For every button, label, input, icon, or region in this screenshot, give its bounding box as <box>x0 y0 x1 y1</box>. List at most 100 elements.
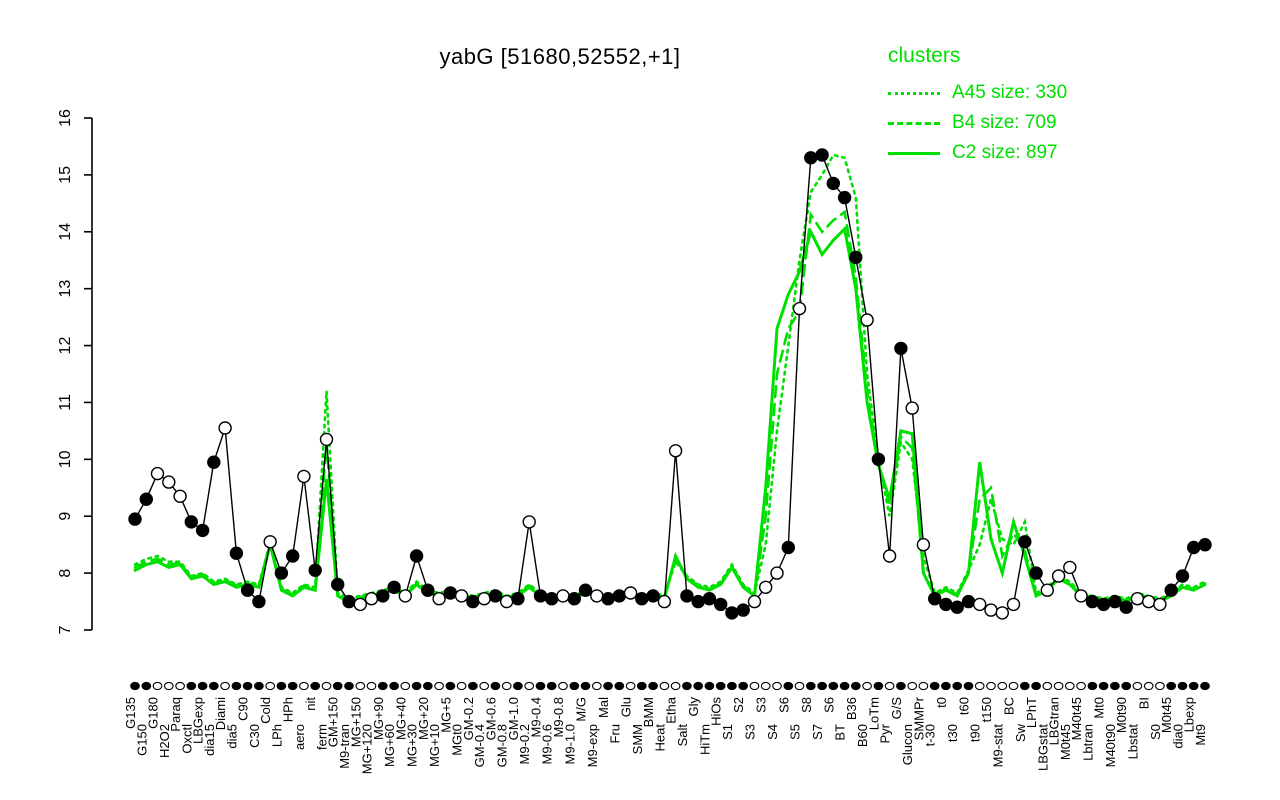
condition-glyph <box>738 681 749 691</box>
data-point <box>1141 594 1156 609</box>
x-tick-label: BI <box>1137 697 1152 709</box>
condition-glyph <box>186 681 197 691</box>
condition-glyph <box>276 681 287 691</box>
x-tick-label: S4 <box>765 724 780 740</box>
condition-glyph <box>208 681 219 691</box>
x-tick-label: B36 <box>844 697 859 720</box>
data-point <box>961 594 976 609</box>
x-tick-label: Pyr <box>878 723 893 743</box>
x-tick-label: M0t45 <box>1058 724 1073 760</box>
condition-glyph <box>287 681 298 691</box>
dotted-line-sample <box>888 91 940 95</box>
x-tick-label: dia0 <box>1171 724 1186 749</box>
series-line-gene <box>134 154 1206 614</box>
x-tick-label: S5 <box>788 724 803 740</box>
data-point <box>601 592 615 606</box>
data-point <box>263 535 277 549</box>
x-tick-label: t-30 <box>923 724 938 746</box>
x-tick-label: M9-0.6 <box>540 724 555 764</box>
data-point <box>432 592 446 606</box>
legend-title: clusters <box>888 44 961 67</box>
x-tick-label: LPh <box>269 724 284 747</box>
condition-glyph <box>377 681 388 691</box>
x-tick-label: C30 <box>247 724 262 748</box>
x-tick-label: BMM <box>641 697 656 727</box>
data-point <box>342 594 356 609</box>
condition-glyph <box>163 681 174 691</box>
x-tick-label: SMM <box>630 724 645 754</box>
condition-glyph <box>1053 681 1064 691</box>
data-point <box>1040 583 1055 597</box>
x-tick-label: M/G <box>574 697 589 722</box>
condition-glyph <box>682 681 692 691</box>
data-point <box>398 589 412 603</box>
condition-glyph <box>501 681 512 691</box>
data-point <box>286 549 300 563</box>
x-tick-label: GM-1.0 <box>506 697 521 740</box>
x-tick-label: S8 <box>799 697 814 713</box>
x-tick-label: MG+40 <box>393 697 408 740</box>
x-tick-label: Mt0 <box>1092 697 1107 719</box>
y-tick-label: 14 <box>57 223 74 241</box>
x-tick-label: LBGexp <box>191 697 206 744</box>
data-point <box>871 452 886 466</box>
data-point <box>702 592 717 606</box>
condition-glyph <box>997 681 1008 691</box>
data-point <box>319 432 334 447</box>
x-tick-label: t60 <box>957 697 972 715</box>
data-point <box>849 250 863 265</box>
condition-glyph <box>434 681 444 691</box>
data-point <box>928 592 942 606</box>
condition-glyph <box>783 681 794 691</box>
condition-glyph <box>254 681 264 691</box>
x-tick-label: GM-0.2 <box>461 697 476 740</box>
x-tick-label: S0 <box>1148 724 1163 740</box>
x-tick-label: MG+120 <box>360 724 375 774</box>
data-point <box>1164 583 1178 597</box>
data-point <box>1108 594 1122 609</box>
data-point <box>612 589 626 603</box>
condition-glyph <box>546 681 557 691</box>
data-point <box>804 151 818 165</box>
data-point <box>815 148 829 162</box>
x-tick-label: HiTm <box>697 724 712 755</box>
data-point <box>1130 592 1145 606</box>
data-point <box>939 597 953 612</box>
data-point <box>680 589 694 603</box>
data-point <box>376 589 390 603</box>
x-tick-label: M0t45 <box>1159 697 1174 733</box>
y-tick-label: 10 <box>57 450 74 468</box>
condition-glyph <box>636 681 647 691</box>
condition-glyph <box>670 681 681 691</box>
chart-title: yabG [51680,52552,+1] <box>439 44 681 69</box>
x-tick-label: nit <box>303 697 318 711</box>
x-tick-label: M0t90 <box>1114 697 1129 733</box>
condition-glyph <box>422 681 433 691</box>
x-tick-label: M9-1.0 <box>562 724 577 764</box>
condition-glyph <box>1110 681 1120 691</box>
data-point <box>364 592 379 606</box>
condition-glyph <box>175 681 185 691</box>
x-tick-label: ferm <box>315 724 330 750</box>
condition-glyph <box>907 681 918 691</box>
data-point <box>252 594 266 609</box>
condition-glyph <box>614 681 625 691</box>
data-point <box>162 475 176 489</box>
condition-glyph <box>242 681 253 691</box>
condition-glyph <box>963 681 974 691</box>
legend-entry-b4: B4 size: 709 <box>888 108 1067 138</box>
data-point <box>578 583 593 597</box>
data-point <box>184 515 199 529</box>
data-point <box>1063 560 1077 575</box>
x-tick-label: S2 <box>731 697 746 713</box>
x-tick-label: GM-0.6 <box>483 697 498 740</box>
condition-glyph <box>1087 681 1098 691</box>
x-tick-label: MG+20 <box>416 697 431 740</box>
condition-glyph <box>1019 681 1030 691</box>
data-point <box>894 341 908 356</box>
x-tick-label: GM+150 <box>326 697 341 747</box>
condition-glyph <box>1143 681 1154 691</box>
x-tick-label: LPhT <box>1024 697 1039 728</box>
condition-glyph <box>468 681 478 691</box>
condition-glyph <box>1031 681 1041 691</box>
